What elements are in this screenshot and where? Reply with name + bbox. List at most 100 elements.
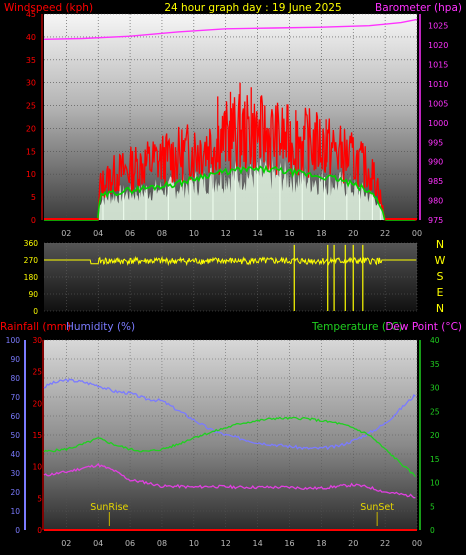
barometer-tick-label: 1015 [428, 61, 448, 70]
rainfall-tick-label: 25 [32, 368, 42, 377]
time-tick-label: 18 [316, 229, 326, 238]
temperature-tick-label: 35 [430, 360, 440, 369]
wind-series-layer [43, 18, 418, 221]
time-tick-label: 00 [412, 539, 422, 548]
humidity-line [43, 378, 416, 451]
humidity-tick-label: 70 [10, 393, 20, 402]
dewpoint-line [43, 462, 416, 499]
temperature-tick-label: 5 [430, 502, 435, 511]
time-tick-label: 22 [380, 229, 390, 238]
compass-label: S [437, 270, 444, 283]
windspeed-tick-label: 0 [31, 216, 36, 225]
direction-tick-label: 90 [28, 290, 38, 299]
time-tick-label: 10 [189, 539, 199, 548]
rainfall-axis-title: Rainfall (mm) [0, 321, 71, 333]
time-tick-label: 00 [412, 229, 422, 238]
humidity-tick-label: 10 [10, 507, 20, 516]
time-tick-label: 02 [61, 539, 71, 548]
barometer-axis-title: Barometer (hpa) [375, 2, 462, 14]
time-tick-label: 22 [380, 539, 390, 548]
direction-tick-label: 0 [33, 307, 38, 316]
humidity-tick-label: 90 [10, 355, 20, 364]
direction-axis: 0 90 180 270 360 [24, 239, 39, 316]
time-tick-label: 10 [189, 229, 199, 238]
windspeed-tick-label: 20 [26, 124, 36, 133]
time-tick-label: 16 [284, 539, 294, 548]
direction-series-layer [44, 244, 417, 311]
time-tick-label: 04 [93, 229, 103, 238]
time-tick-label: 12 [221, 229, 231, 238]
rainfall-tick-label: 15 [32, 431, 42, 440]
dewpoint-axis-title: Dew Point (°C) [385, 321, 462, 333]
climate-series-layer [43, 378, 417, 531]
windspeed-tick-label: 35 [26, 56, 36, 65]
time-tick-label: 04 [93, 539, 103, 548]
time-axis-bottom: 02 04 06 08 10 12 14 16 18 20 22 00 [61, 539, 422, 548]
barometer-tick-label: 1005 [428, 99, 448, 108]
time-tick-label: 06 [125, 539, 135, 548]
windspeed-axis: 0 5 10 15 20 25 30 35 40 45 [26, 10, 43, 225]
time-tick-label: 06 [125, 229, 135, 238]
time-tick-label: 20 [348, 539, 358, 548]
humidity-axis: 0 10 20 30 40 50 60 70 80 90 100 [6, 336, 26, 535]
windspeed-tick-label: 5 [31, 193, 36, 202]
time-tick-label: 14 [253, 539, 263, 548]
temperature-tick-label: 10 [430, 479, 440, 488]
rainfall-tick-label: 20 [32, 399, 42, 408]
temperature-line [43, 416, 416, 478]
humidity-tick-label: 80 [10, 374, 20, 383]
rainfall-tick-label: 0 [37, 526, 42, 535]
barometer-axis: 975 980 985 990 995 1000 1005 1010 1015 1020 1025 [419, 14, 448, 225]
barometer-tick-label: 1020 [428, 41, 448, 50]
barometer-tick-label: 1025 [428, 22, 448, 31]
time-tick-label: 08 [157, 229, 167, 238]
temperature-tick-label: 20 [430, 431, 440, 440]
temperature-tick-label: 0 [430, 526, 435, 535]
direction-line [44, 255, 417, 267]
temperature-tick-label: 25 [430, 407, 440, 416]
humidity-tick-label: 60 [10, 412, 20, 421]
temperature-tick-label: 40 [430, 336, 440, 345]
compass-label: W [435, 254, 446, 267]
direction-tick-label: 360 [24, 239, 39, 248]
time-tick-label: 08 [157, 539, 167, 548]
windspeed-tick-label: 40 [26, 33, 36, 42]
temperature-tick-label: 15 [430, 455, 440, 464]
humidity-tick-label: 30 [10, 469, 20, 478]
windspeed-tick-label: 10 [26, 170, 36, 179]
humidity-tick-label: 40 [10, 450, 20, 459]
humidity-tick-label: 20 [10, 488, 20, 497]
barometer-tick-label: 1000 [428, 119, 448, 128]
compass-label: N [436, 302, 444, 315]
time-tick-label: 14 [253, 229, 263, 238]
humidity-tick-label: 100 [6, 336, 21, 345]
windspeed-tick-label: 45 [26, 10, 36, 19]
windspeed-axis-title: Windspeed (kph) [4, 2, 93, 14]
time-tick-label: 02 [61, 229, 71, 238]
windspeed-tick-label: 25 [26, 102, 36, 111]
wind-base-fill [44, 157, 417, 220]
rainfall-tick-label: 5 [37, 494, 42, 503]
rainfall-axis: 0 5 10 15 20 25 30 [32, 336, 44, 535]
sunset-label: SunSet [360, 502, 394, 513]
sunrise-label: SunRise [90, 502, 128, 513]
humidity-tick-label: 50 [10, 431, 20, 440]
temperature-axis: 0 5 10 15 20 25 30 35 40 [419, 336, 440, 535]
temperature-tick-label: 30 [430, 384, 440, 393]
barometer-tick-label: 980 [428, 197, 443, 206]
barometer-tick-label: 975 [428, 216, 443, 225]
time-tick-label: 20 [348, 229, 358, 238]
barometer-line [43, 18, 418, 40]
time-axis-top: 02 04 06 08 10 12 14 16 18 20 22 00 [61, 229, 422, 238]
time-tick-label: 12 [221, 539, 231, 548]
windspeed-tick-label: 15 [26, 147, 36, 156]
temperature-axis-title: Temperature (°C) [311, 321, 403, 333]
compass-label: E [437, 286, 444, 299]
chart-title: 24 hour graph day : 19 June 2025 [164, 2, 341, 14]
humidity-axis-title: Humidity (%) [66, 321, 135, 333]
barometer-tick-label: 990 [428, 158, 443, 167]
direction-tick-label: 270 [24, 256, 39, 265]
barometer-tick-label: 985 [428, 177, 443, 186]
barometer-tick-label: 995 [428, 138, 443, 147]
